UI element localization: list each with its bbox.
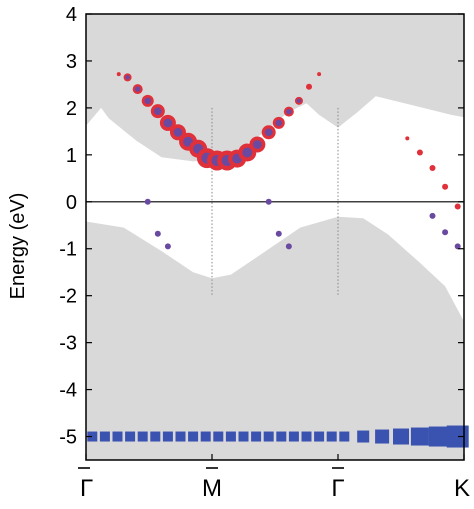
data-point-core-5 [163,118,173,128]
data-point-series-0-19 [306,83,313,90]
shaded-regions [86,14,464,460]
y-tick-label-8: -4 [59,380,77,402]
valence-continuum-region [86,216,464,460]
data-point-series-0-21 [405,136,410,141]
data-point-series-2-1 [99,431,110,442]
data-point-core-13 [242,147,253,158]
y-tick-label-4: 0 [66,192,77,214]
data-point-series-1-7 [442,229,449,236]
data-point-series-0-22 [416,149,423,156]
x-tick-label-0: Γ [80,475,93,502]
conduction-continuum-region [86,14,464,162]
data-point-series-2-10 [213,431,224,442]
data-point-series-2-13 [251,431,262,442]
data-point-series-1-3 [265,198,272,205]
data-point-core-1 [125,75,130,80]
data-point-series-2-9 [200,431,211,442]
data-point-series-2-17 [301,431,312,442]
data-point-series-2-25 [428,426,449,447]
data-point-series-2-19 [326,431,337,442]
data-point-series-2-6 [162,431,173,442]
data-point-series-2-4 [137,431,148,442]
y-tick-label-5: -1 [59,239,77,261]
data-series [87,72,469,448]
data-point-core-14 [252,140,262,149]
y-tick-label-3: 1 [66,145,77,167]
data-point-series-2-23 [393,428,409,445]
plot-frame [85,13,465,461]
series-2 [87,425,469,448]
data-point-series-2-12 [238,431,249,442]
y-tick-label-6: -2 [59,286,77,308]
data-point-core-15 [264,128,273,137]
data-point-series-2-16 [288,431,299,442]
y-tick-label-2: 2 [66,98,77,120]
data-point-core-16 [275,119,283,127]
data-point-core-4 [153,107,162,116]
x-tick-label-1: M [202,475,222,502]
series-1 [144,198,461,250]
data-point-series-2-7 [175,431,186,442]
data-point-core-3 [144,97,152,105]
data-point-series-2-21 [357,430,370,443]
data-point-series-2-14 [263,431,274,442]
data-point-core-18 [296,98,302,104]
data-point-series-0-23 [429,164,436,171]
y-tick-label-0: 4 [66,4,77,26]
data-point-series-2-20 [339,431,350,442]
data-point-core-17 [286,108,292,115]
data-point-series-0-24 [442,183,449,190]
data-point-series-2-0 [87,431,98,442]
y-tick-label-7: -3 [59,333,77,355]
data-point-series-2-8 [188,431,199,442]
x-tick-label-2: Γ [331,475,344,502]
data-point-series-2-15 [276,431,287,442]
data-point-series-1-5 [285,243,292,250]
axes: 4 3 2 1 0 -1 -2 -3 -4 -5 Γ M Γ K [59,4,470,502]
data-point-core-2 [134,86,141,92]
y-axis-label: Energy (eV) [7,193,29,300]
data-point-series-2-22 [375,429,390,444]
data-point-series-0-25 [454,203,461,210]
y-tick-label-9: -5 [59,427,77,449]
data-point-series-1-8 [454,243,461,250]
series-0 [116,72,461,210]
x-tick-label-3: K [454,475,470,502]
data-point-core-6 [173,127,183,137]
data-point-series-2-26 [446,425,469,448]
data-point-series-1-6 [429,212,436,219]
data-point-series-1-2 [164,243,171,250]
data-point-series-2-5 [150,431,161,442]
data-point-series-0-20 [317,72,322,77]
data-point-series-1-0 [144,198,151,205]
data-point-series-2-3 [125,431,136,442]
y-tick-label-1: 3 [66,51,77,73]
data-point-series-1-1 [154,230,161,237]
data-point-series-2-18 [314,431,325,442]
data-point-series-2-2 [112,431,123,442]
data-point-series-1-4 [275,230,282,237]
data-point-series-2-24 [410,427,429,446]
data-point-series-0-0 [116,72,121,77]
data-point-series-2-11 [225,431,236,442]
